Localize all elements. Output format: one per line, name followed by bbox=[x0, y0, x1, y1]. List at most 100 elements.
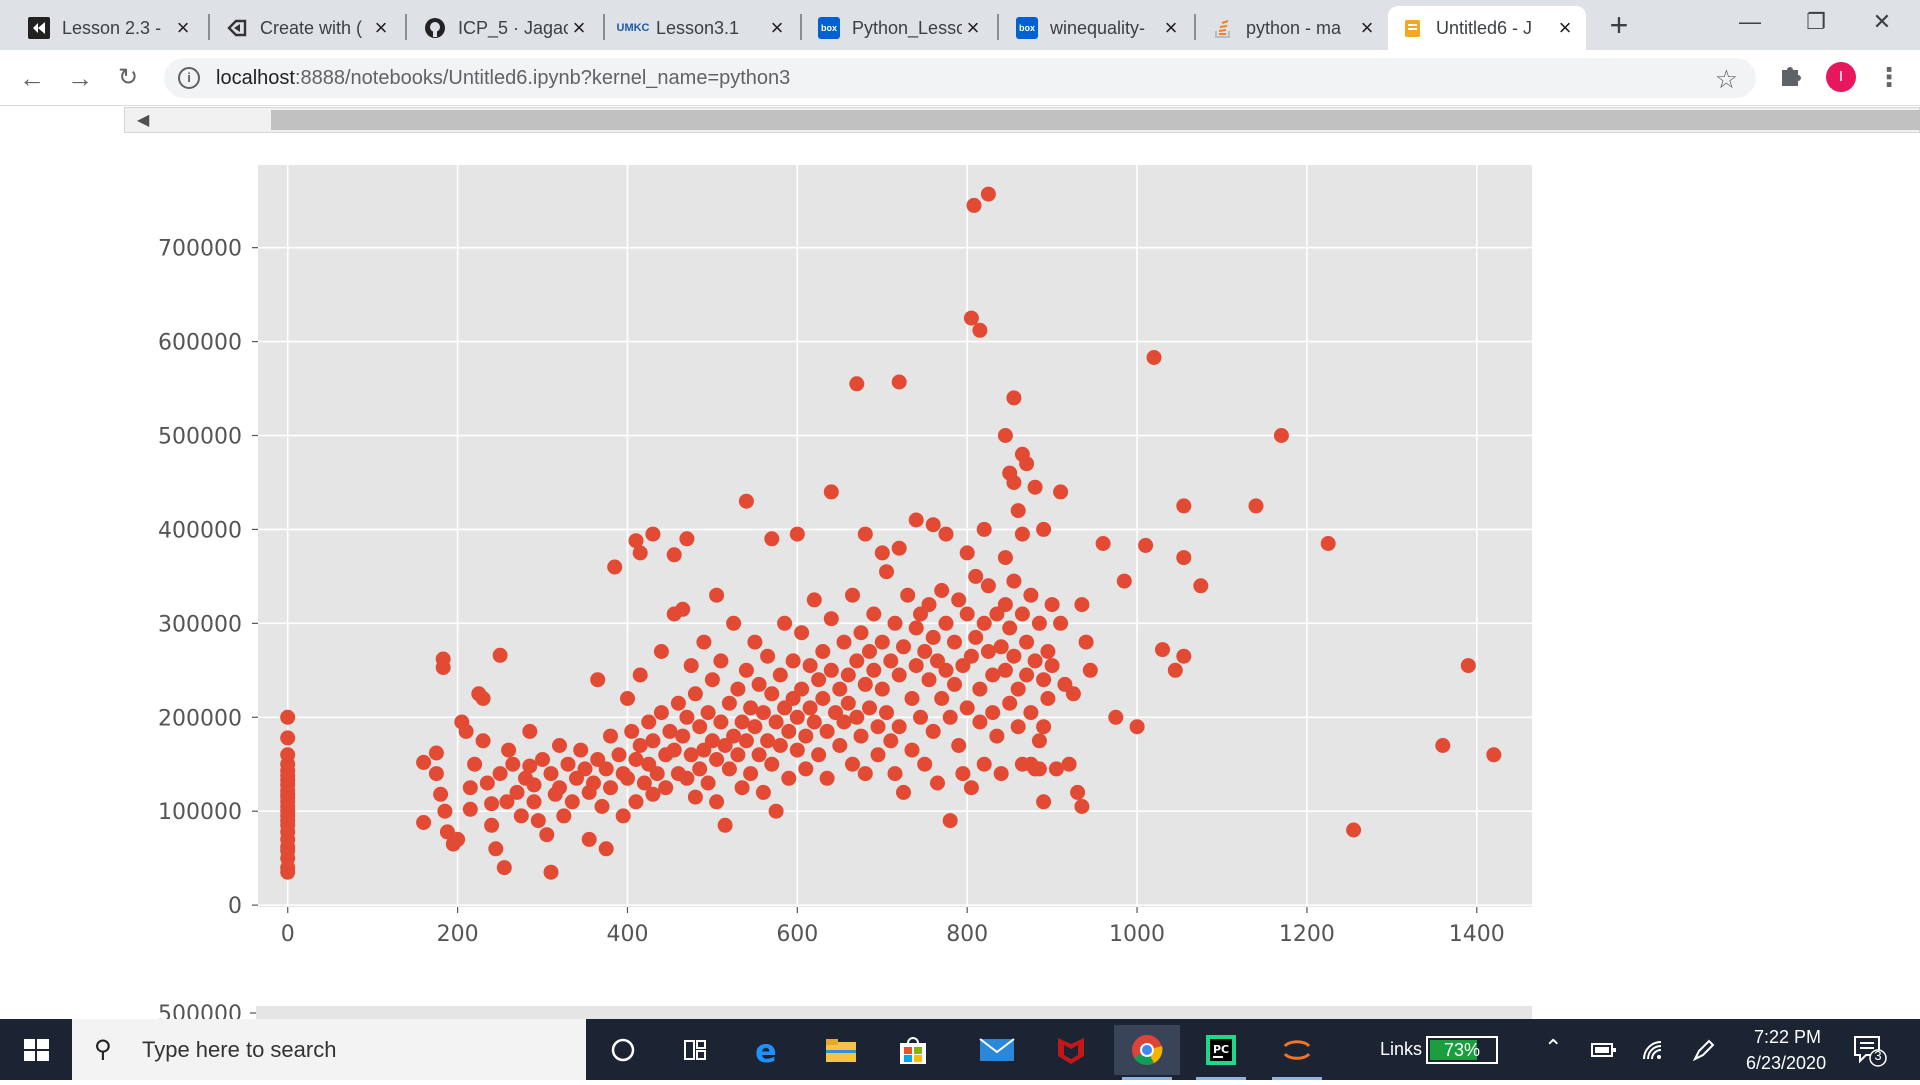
search-placeholder: Type here to search bbox=[142, 1036, 337, 1062]
chevron-up-icon[interactable]: ⌃ bbox=[1544, 1035, 1563, 1060]
battery-icon[interactable] bbox=[1586, 1025, 1622, 1075]
browser-tab[interactable]: UMKC Lesson3.1 × bbox=[608, 6, 798, 50]
close-window-icon[interactable]: ✕ bbox=[1872, 9, 1892, 34]
menu-dots-icon[interactable]: ⋮ bbox=[1876, 62, 1902, 92]
data-point bbox=[1019, 667, 1035, 683]
data-point bbox=[428, 745, 444, 761]
data-point bbox=[726, 728, 742, 744]
chrome-icon[interactable] bbox=[1114, 1025, 1180, 1080]
github-icon bbox=[424, 17, 446, 39]
clock-date[interactable]: 6/23/2020 bbox=[1746, 1053, 1827, 1073]
browser-toolbar: ← → ↻ i localhost:8888/notebooks/Untitle… bbox=[0, 50, 1920, 106]
browser-tab[interactable]: Lesson 2.3 - × bbox=[14, 6, 204, 50]
svg-text:e: e bbox=[755, 1034, 777, 1066]
windows-start-icon[interactable] bbox=[0, 1019, 72, 1080]
data-point bbox=[1053, 484, 1069, 500]
reload-icon[interactable]: ↻ bbox=[117, 64, 139, 91]
url-text[interactable]: localhost:8888/notebooks/Untitled6.ipynb… bbox=[216, 66, 791, 89]
tab-divider bbox=[603, 14, 605, 40]
browser-tab-active[interactable]: Untitled6 - J × bbox=[1388, 6, 1586, 50]
browser-tab[interactable]: ICP_5 · Jagac × bbox=[410, 6, 600, 50]
browser-tab[interactable]: Create with ( × bbox=[212, 6, 402, 50]
data-point bbox=[976, 615, 992, 631]
data-point bbox=[896, 639, 911, 655]
scatter-plot: 0 200 400 600 800 1000 1200 1400 0 100000 200000 3… bbox=[158, 165, 1532, 1019]
browser-tab[interactable]: box Python_Lesso × bbox=[804, 6, 994, 50]
y-tick-label: 700000 bbox=[158, 237, 242, 262]
tab-divider bbox=[997, 14, 999, 40]
mail-icon[interactable] bbox=[964, 1025, 1030, 1075]
data-point bbox=[475, 691, 491, 706]
data-point bbox=[1014, 446, 1030, 462]
avatar[interactable]: I bbox=[1826, 62, 1856, 92]
task-view-icon[interactable] bbox=[662, 1025, 728, 1075]
scrollbar-thumb[interactable] bbox=[271, 110, 1920, 130]
data-point bbox=[1108, 709, 1124, 725]
data-point bbox=[908, 620, 924, 636]
data-point bbox=[938, 662, 954, 678]
data-point bbox=[972, 714, 988, 730]
store-icon[interactable] bbox=[880, 1025, 946, 1075]
extensions-puzzle-icon[interactable] bbox=[1776, 62, 1804, 90]
pycharm-icon[interactable]: PC bbox=[1188, 1025, 1254, 1080]
data-point bbox=[853, 625, 869, 641]
data-point bbox=[649, 766, 665, 782]
close-icon[interactable]: × bbox=[770, 15, 784, 40]
close-icon[interactable]: × bbox=[1360, 15, 1374, 40]
forward-icon[interactable]: → bbox=[67, 63, 93, 93]
edge-icon[interactable]: e bbox=[734, 1025, 800, 1075]
data-point bbox=[1019, 634, 1035, 650]
data-point bbox=[704, 733, 720, 749]
clock-time[interactable]: 7:22 PM bbox=[1754, 1027, 1822, 1047]
close-icon[interactable]: × bbox=[966, 15, 980, 40]
data-point bbox=[1006, 390, 1022, 406]
battery-meter[interactable]: 73% bbox=[1426, 1036, 1498, 1064]
jupyter-app-icon[interactable] bbox=[1264, 1025, 1330, 1080]
data-point bbox=[980, 578, 996, 594]
data-point bbox=[1129, 719, 1145, 735]
data-point bbox=[709, 587, 725, 603]
data-point bbox=[883, 733, 899, 749]
data-point bbox=[963, 648, 979, 664]
close-icon[interactable]: × bbox=[1558, 15, 1572, 40]
address-bar[interactable]: i localhost:8888/notebooks/Untitled6.ipy… bbox=[164, 58, 1756, 98]
links-toolbar-label[interactable]: Links bbox=[1380, 1039, 1423, 1059]
notifications-icon[interactable]: 3 bbox=[1852, 1033, 1888, 1067]
mcafee-icon[interactable] bbox=[1038, 1025, 1104, 1075]
data-point bbox=[1010, 681, 1026, 697]
close-icon[interactable]: × bbox=[374, 15, 388, 40]
close-icon[interactable]: × bbox=[1164, 15, 1178, 40]
data-point bbox=[1036, 719, 1052, 735]
close-icon[interactable]: × bbox=[176, 15, 190, 40]
bookmark-star-icon[interactable]: ☆ bbox=[1714, 64, 1738, 94]
data-point bbox=[1053, 615, 1069, 631]
wifi-icon[interactable] bbox=[1636, 1025, 1672, 1075]
data-point bbox=[692, 761, 708, 777]
new-tab-button[interactable]: + bbox=[1609, 7, 1629, 43]
browser-tab[interactable]: python - ma × bbox=[1198, 6, 1388, 50]
data-point bbox=[615, 808, 631, 824]
minimize-icon[interactable]: — bbox=[1739, 9, 1761, 34]
data-point bbox=[462, 801, 478, 817]
data-point bbox=[522, 723, 538, 739]
file-explorer-icon[interactable] bbox=[808, 1025, 874, 1075]
y-tick-label: 500000 bbox=[158, 425, 242, 450]
browser-tab[interactable]: box winequality- × bbox=[1002, 6, 1192, 50]
data-point bbox=[789, 709, 805, 725]
pen-icon[interactable] bbox=[1686, 1025, 1722, 1075]
taskbar-search-input[interactable]: ⚲ Type here to search bbox=[72, 1019, 586, 1080]
data-point bbox=[552, 780, 567, 796]
restore-icon[interactable]: ❐ bbox=[1806, 9, 1826, 34]
data-point bbox=[823, 611, 839, 627]
back-icon[interactable]: ← bbox=[19, 63, 45, 93]
close-icon[interactable]: × bbox=[572, 15, 586, 40]
cortana-icon[interactable] bbox=[590, 1025, 656, 1075]
data-point bbox=[598, 761, 614, 777]
scroll-left-arrow-icon[interactable]: ◀ bbox=[137, 112, 150, 129]
data-point bbox=[870, 747, 886, 763]
data-point bbox=[1031, 733, 1047, 749]
info-icon[interactable]: i bbox=[178, 67, 200, 89]
data-point bbox=[709, 752, 725, 767]
data-point bbox=[857, 766, 873, 782]
horizontal-scrollbar[interactable]: ◀ bbox=[124, 107, 1920, 133]
